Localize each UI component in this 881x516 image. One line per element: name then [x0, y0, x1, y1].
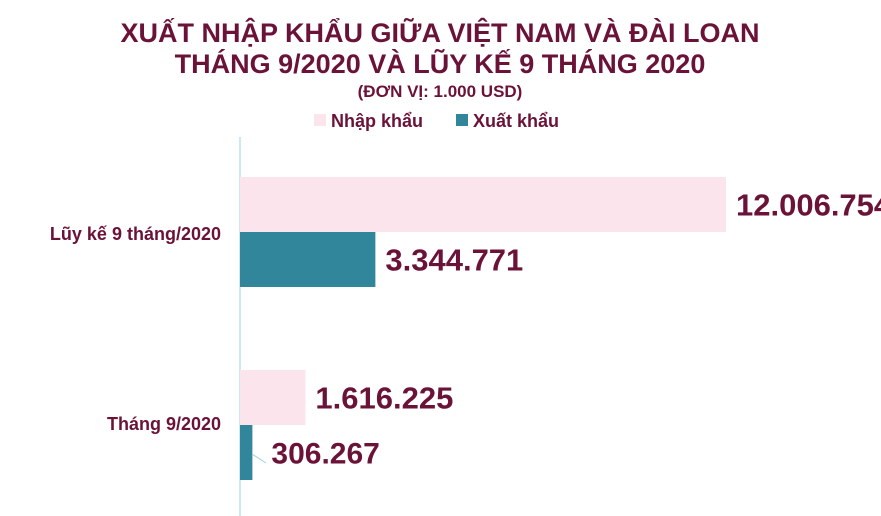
category-label-luy-ke: Lũy kế 9 tháng/2020	[50, 224, 221, 244]
bars: 12.006.754 3.344.771 1.616.225 306.267	[240, 177, 881, 480]
legend-swatch-xuat-khau	[456, 114, 468, 126]
chart-subtitle: (ĐƠN VỊ: 1.000 USD)	[358, 82, 523, 101]
value-label-xuat-khau-luy-ke: 3.344.771	[385, 243, 523, 278]
legend-swatch-nhap-khau	[314, 114, 326, 126]
chart-title-line-1: XUẤT NHẬP KHẨU GIỮA VIỆT NAM VÀ ĐÀI LOAN	[121, 17, 760, 48]
value-label-nhap-khau-luy-ke: 12.006.754	[736, 188, 881, 223]
category-label-thang-9: Tháng 9/2020	[107, 414, 221, 434]
legend-label-xuat-khau: Xuất khẩu	[473, 111, 559, 131]
legend-label-nhap-khau: Nhập khẩu	[331, 111, 423, 131]
bar-xuat-khau-luy-ke	[240, 232, 376, 287]
chart-title-line-2: THÁNG 9/2020 VÀ LŨY KẾ 9 THÁNG 2020	[175, 48, 706, 79]
bar-xuat-khau-thang-9	[240, 425, 253, 480]
leader-line-xuat-khau-thang-9	[251, 453, 267, 464]
legend: Nhập khẩu Xuất khẩu	[314, 111, 559, 131]
bar-nhap-khau-thang-9	[240, 370, 306, 425]
bar-nhap-khau-luy-ke	[240, 177, 726, 232]
value-label-xuat-khau-thang-9: 306.267	[271, 438, 379, 471]
value-label-nhap-khau-thang-9: 1.616.225	[315, 381, 453, 416]
